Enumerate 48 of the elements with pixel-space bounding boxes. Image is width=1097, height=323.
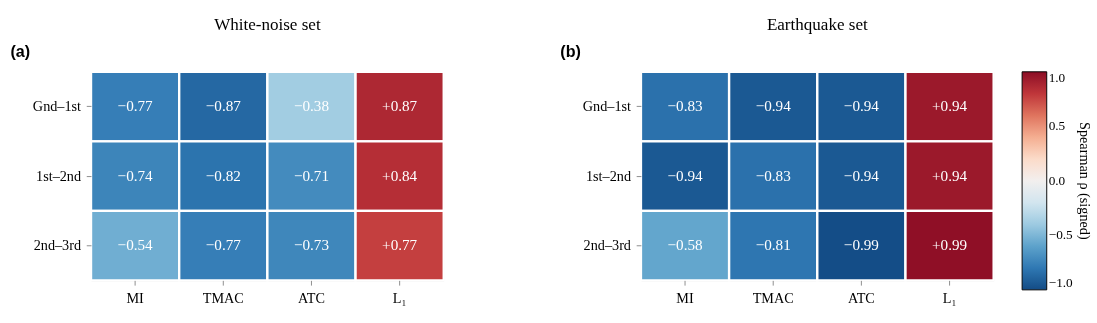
y-tick-label: 1st–2nd [585, 167, 631, 184]
chart-title: Earthquake set [766, 15, 868, 35]
text: (b) [560, 41, 581, 60]
data-label: −0.81 [755, 236, 791, 254]
color-bar-label: 0.5 [1048, 118, 1066, 134]
data-label: −0.83 [667, 97, 703, 115]
data-label: −0.82 [205, 166, 241, 184]
data-label: −0.38 [293, 97, 329, 115]
data-label: −0.73 [293, 236, 329, 254]
y-tick-label: 1st–2nd [36, 167, 82, 184]
data-label: −0.77 [117, 97, 154, 115]
data-label: +0.99 [932, 236, 968, 254]
text: (a) [10, 41, 31, 60]
data-label: −0.94 [667, 166, 703, 184]
x-tick-label: L₁ [942, 289, 957, 306]
y-tick-label: Gnd–1st [582, 98, 632, 115]
data-label: +0.87 [382, 97, 418, 115]
color-bar-label: −1.0 [1048, 275, 1074, 291]
data-label: −0.99 [843, 236, 879, 254]
color-bar-label: −0.5 [1048, 227, 1074, 243]
x-tick-label: ATC [298, 289, 325, 306]
data-label: +0.94 [932, 97, 968, 115]
x-tick-label: MI [126, 289, 145, 306]
data-label: −0.94 [843, 166, 880, 184]
x-tick-label: ATC [847, 289, 875, 306]
color-bar-label: 1.0 [1048, 70, 1066, 86]
chart-title: White-noise set [214, 15, 321, 35]
color-bar-title: Spearman ρ (signed) [1075, 122, 1093, 240]
data-label: −0.74 [117, 166, 154, 184]
data-label: +0.84 [382, 166, 418, 184]
data-label: −0.94 [755, 97, 792, 115]
data-label: −0.71 [293, 166, 329, 184]
data-label: +0.77 [382, 236, 418, 254]
data-label: −0.54 [117, 236, 154, 254]
data-label: −0.77 [205, 236, 242, 254]
y-tick-label: Gnd–1st [32, 98, 82, 115]
data-label: −0.58 [667, 236, 703, 254]
y-tick-label: 2nd–3rd [583, 237, 631, 254]
data-label: −0.83 [755, 166, 791, 184]
x-tick-label: L₁ [392, 289, 407, 306]
data-label: −0.87 [205, 97, 242, 115]
x-tick-label: TMAC [202, 289, 244, 306]
data-label: +0.94 [932, 166, 968, 184]
x-tick-label: MI [676, 289, 694, 306]
data-label: −0.94 [843, 97, 880, 115]
y-tick-label: 2nd–3rd [33, 237, 82, 254]
x-tick-label: TMAC [752, 289, 794, 306]
color-bar-label: 0.0 [1048, 172, 1066, 188]
